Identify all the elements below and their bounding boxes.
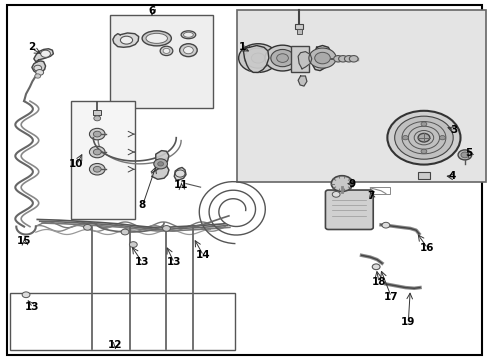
Text: 14: 14 [195,250,210,260]
Text: 3: 3 [449,125,457,135]
Circle shape [420,122,426,126]
Circle shape [457,150,471,160]
Polygon shape [174,167,185,180]
FancyBboxPatch shape [325,190,372,229]
Text: 15: 15 [17,236,31,246]
Circle shape [371,264,379,270]
Text: 17: 17 [383,292,397,302]
Circle shape [179,44,197,57]
Circle shape [276,54,288,62]
Text: 5: 5 [464,148,471,158]
Bar [417,172,429,179]
Circle shape [154,159,167,169]
Ellipse shape [181,31,195,39]
Ellipse shape [120,36,132,44]
Circle shape [333,55,342,62]
Circle shape [420,149,426,153]
Circle shape [270,49,294,67]
Circle shape [331,192,339,197]
Bar [295,24,303,30]
Text: 8: 8 [138,200,145,210]
Circle shape [121,229,129,235]
Circle shape [402,135,407,140]
Bar [369,187,389,194]
Polygon shape [298,51,311,69]
Circle shape [417,134,429,142]
Ellipse shape [183,32,193,37]
Bar [10,293,234,350]
Polygon shape [243,45,268,72]
Circle shape [175,170,184,177]
Circle shape [163,48,169,53]
Circle shape [34,65,41,71]
Polygon shape [113,33,139,47]
Circle shape [264,45,300,71]
Circle shape [89,146,105,158]
Text: 9: 9 [347,179,355,189]
Bar [290,45,309,72]
Circle shape [308,48,335,68]
Text: 4: 4 [447,171,454,181]
Circle shape [183,46,193,54]
Circle shape [330,176,352,192]
Circle shape [348,55,357,62]
Ellipse shape [142,31,171,46]
Text: 13: 13 [135,257,149,267]
Circle shape [89,163,105,175]
Polygon shape [152,150,168,179]
Polygon shape [32,61,45,73]
Circle shape [160,46,172,55]
Circle shape [94,116,101,121]
Circle shape [93,131,101,137]
Circle shape [158,162,163,166]
Polygon shape [298,76,306,86]
Text: 16: 16 [419,243,434,253]
Circle shape [314,52,330,64]
Text: 19: 19 [400,317,414,327]
Circle shape [439,135,445,140]
Circle shape [83,225,91,230]
Circle shape [238,44,277,72]
Circle shape [36,69,43,75]
Circle shape [460,152,468,158]
Circle shape [244,48,271,68]
Circle shape [162,226,170,231]
Text: 12: 12 [108,340,122,350]
Text: 1: 1 [238,42,245,52]
Text: 11: 11 [174,180,188,190]
Circle shape [394,116,452,159]
Text: 6: 6 [148,6,155,17]
Circle shape [338,55,346,62]
Polygon shape [312,45,330,71]
Bar [93,110,101,116]
Circle shape [22,292,30,298]
Bar [110,15,212,108]
Circle shape [381,222,389,228]
Polygon shape [34,49,53,62]
Bar [71,101,135,220]
Circle shape [386,111,460,165]
Text: 10: 10 [69,159,83,169]
Text: 7: 7 [367,191,374,201]
Circle shape [41,50,50,57]
Text: 2: 2 [28,42,35,52]
Bar [296,30,301,34]
Circle shape [35,74,41,78]
Ellipse shape [146,33,167,43]
Circle shape [129,242,137,247]
Circle shape [93,149,101,155]
Circle shape [344,55,352,62]
Text: 13: 13 [25,302,40,312]
Text: 13: 13 [166,257,181,267]
Circle shape [93,166,101,172]
Circle shape [251,53,264,63]
Text: 18: 18 [370,277,385,287]
Bar [237,10,485,182]
Circle shape [89,129,105,140]
